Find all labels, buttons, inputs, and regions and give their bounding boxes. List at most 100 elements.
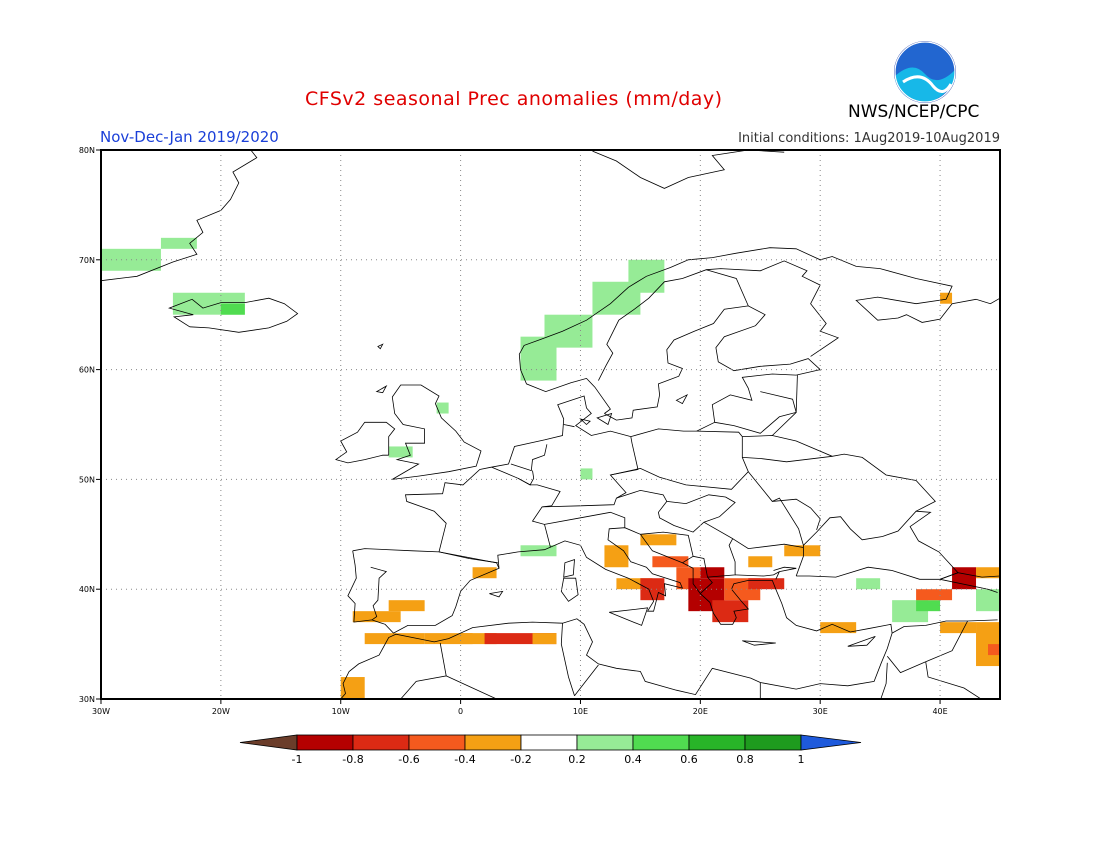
coastline	[940, 578, 998, 593]
colorbar-segment	[632, 734, 690, 751]
coastline	[703, 521, 736, 578]
coastline	[544, 511, 626, 528]
coastline	[510, 444, 548, 472]
coastline	[574, 664, 599, 696]
coastline	[657, 496, 736, 533]
island-outline	[675, 393, 689, 405]
longitude-ticks: 30W 20W 10W 0 10E 20E 30E 40E	[92, 699, 948, 716]
chart-title: CFSv2 seasonal Prec anomalies (mm/day)	[305, 88, 723, 110]
coastline	[775, 571, 780, 580]
coastline	[706, 269, 749, 307]
colorbar-segment	[296, 734, 354, 751]
colorbar-label: 0.6	[680, 753, 698, 766]
island-outline	[563, 559, 575, 578]
coastline	[795, 375, 798, 413]
coastline	[542, 436, 639, 508]
anomaly-cell	[472, 567, 497, 579]
anomaly-cell	[916, 600, 941, 612]
colorbar-segment	[464, 734, 522, 751]
colorbar-segment	[744, 734, 802, 751]
colorbar-segment	[576, 734, 634, 751]
colorbar-label: 0.8	[736, 753, 754, 766]
colorbar-label: 1	[798, 753, 805, 766]
coastline	[1084, 188, 1100, 248]
coastline	[616, 489, 726, 505]
anomaly-cells	[101, 237, 1000, 699]
anomaly-cell	[916, 589, 953, 601]
coastline	[347, 548, 500, 634]
colorbar-segment	[520, 734, 578, 751]
coastline	[560, 623, 575, 696]
anomaly-cell	[520, 545, 557, 557]
coastline	[400, 642, 447, 699]
anomaly-cell	[820, 622, 857, 634]
anomaly-cell	[856, 578, 881, 590]
island-outline	[377, 343, 384, 350]
anomaly-cell	[364, 633, 425, 645]
coastline	[517, 470, 535, 486]
coastline	[795, 510, 959, 580]
colorbar-label: 0.4	[624, 753, 642, 766]
anomaly-cell	[101, 248, 161, 271]
lat-tick-label: 60N	[79, 366, 95, 375]
coastline	[518, 247, 1000, 414]
anomaly-cell	[436, 402, 449, 414]
colorbar-low-arrow	[239, 734, 298, 751]
coastline	[640, 531, 694, 564]
anomaly-cell	[460, 633, 497, 645]
coastline	[598, 260, 840, 381]
coastline	[772, 497, 804, 546]
colorbar-high-arrow	[800, 734, 862, 751]
coastlines-borders	[101, 150, 1100, 699]
lon-tick-label: 10W	[332, 707, 350, 716]
anomaly-cell	[160, 237, 197, 249]
lat-tick-label: 40N	[79, 585, 95, 594]
colorbar-label: -1	[292, 753, 303, 766]
coastline	[773, 566, 797, 571]
coastline	[334, 421, 396, 464]
coastline	[939, 572, 1000, 580]
coastline	[438, 551, 498, 564]
colorbar-label: 0.2	[568, 753, 586, 766]
coastline	[742, 455, 833, 463]
anomaly-cell	[640, 578, 665, 601]
coastline	[168, 297, 299, 333]
coastline	[772, 412, 797, 436]
coastline	[563, 424, 575, 428]
anomaly-cell	[616, 578, 653, 590]
coastline	[880, 662, 888, 699]
graticule-grid	[101, 150, 1000, 699]
lat-tick-label: 80N	[79, 146, 95, 155]
lon-tick-label: 20W	[212, 707, 230, 716]
anomaly-cell	[388, 600, 425, 612]
noaa-logo-icon	[894, 41, 956, 103]
coastline	[592, 150, 785, 189]
coastline	[714, 391, 797, 434]
island-outline	[596, 412, 613, 426]
coastline	[370, 566, 388, 621]
anomaly-cell	[748, 578, 785, 590]
anomaly-cell	[712, 600, 749, 623]
island-outline	[375, 385, 388, 394]
colorbar-segment	[408, 734, 466, 751]
coastline	[742, 435, 936, 512]
island-outline	[560, 577, 579, 602]
anomaly-cell	[940, 292, 953, 304]
island-outline	[847, 636, 876, 647]
lon-tick-label: 30W	[92, 707, 110, 716]
latitude-ticks: 80N 70N 60N 50N 40N 30N	[79, 146, 101, 704]
island-outline	[489, 590, 504, 598]
coastline	[340, 527, 893, 699]
colorbar-label: -0.8	[342, 753, 363, 766]
coastline	[391, 384, 482, 480]
anomaly-cell	[988, 644, 1000, 656]
coastline	[446, 675, 497, 699]
colorbar-label: -0.2	[510, 753, 531, 766]
colorbar-segment	[688, 734, 746, 751]
coastline	[732, 538, 804, 550]
lat-tick-label: 30N	[79, 695, 95, 704]
agency-label: NWS/NCEP/CPC	[848, 102, 980, 122]
anomaly-cell	[748, 556, 773, 568]
island-outline	[742, 640, 776, 646]
